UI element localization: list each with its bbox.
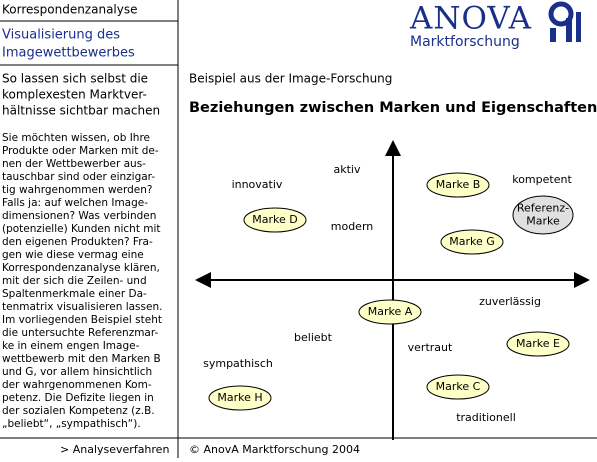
attribute-label: traditionell xyxy=(456,411,516,424)
brand-marker xyxy=(440,229,504,255)
brand-marker xyxy=(506,331,570,357)
attribute-label: sympathisch xyxy=(203,357,273,370)
body-text: Im vorliegenden Beispiel steht xyxy=(2,314,162,326)
body-text: tig wahrgenommen werden? xyxy=(2,184,153,196)
body-text: „beliebt“, „sympathisch“). xyxy=(2,418,141,430)
logo-name: ANOVA xyxy=(409,1,532,37)
body-text: dimensionen? Was verbinden xyxy=(2,210,156,222)
attribute-label: innovativ xyxy=(232,178,283,191)
brand-label: Marke E xyxy=(516,337,560,350)
brand-marker xyxy=(512,195,574,235)
body-text: der wahrgenommenen Kom- xyxy=(2,379,152,391)
body-text: gen wie diese vermag eine xyxy=(2,249,144,261)
brand-marker xyxy=(426,374,490,400)
brand-label: Referenz- xyxy=(517,202,569,215)
attribute-label: aktiv xyxy=(334,163,361,176)
body-text: und G, vor allem hinsichtlich xyxy=(2,366,152,378)
diagram-title: Beziehungen zwischen Marken und Eigensch… xyxy=(189,100,597,116)
lead-text: hältnisse sichtbar machen xyxy=(2,104,160,118)
attribute-label: vertraut xyxy=(408,341,453,354)
title: Imagewettbewerbes xyxy=(2,46,135,61)
body-text: wettbewerb mit den Marken B xyxy=(2,353,161,365)
body-text: (potenzielle) Kunden nicht mit xyxy=(2,223,161,235)
attribute-label: zuverlässig xyxy=(479,295,541,308)
body-text: den eigenen Produkten? Fra- xyxy=(2,236,153,248)
brand-label: Marke xyxy=(526,215,560,228)
brand-label: Marke A xyxy=(368,305,413,318)
body-text: ke in einem engen Image- xyxy=(2,340,140,352)
attribute-label: kompetent xyxy=(512,173,572,186)
diagram-subtitle: Beispiel aus der Image-Forschung xyxy=(189,72,392,86)
brand-marker xyxy=(426,172,490,198)
logo-subtitle: Marktforschung xyxy=(410,34,520,50)
section: Korrespondenzanalyse xyxy=(2,3,138,17)
brand-marker xyxy=(358,299,422,325)
body-text: tenmatrix visualisieren lassen. xyxy=(2,301,162,313)
body-text: der sozialen Kompetenz (z.B. xyxy=(2,405,155,417)
body-text: die untersuchte Referenzmar- xyxy=(2,327,159,339)
brand-label: Marke G xyxy=(449,235,495,248)
attribute-label: modern xyxy=(331,220,374,233)
title: Visualisierung des xyxy=(2,28,120,43)
lead-text: komplexesten Marktver- xyxy=(2,88,147,102)
body-text: Sie möchten wissen, ob Ihre xyxy=(2,132,150,144)
attribute-label: beliebt xyxy=(294,331,333,344)
brand-label: Marke C xyxy=(436,380,481,393)
brand-marker xyxy=(243,207,307,233)
brand-label: Marke H xyxy=(217,391,262,404)
body-text: Produkte oder Marken mit de- xyxy=(2,145,159,157)
body-text: petenz. Die Defizite liegen in xyxy=(2,392,154,404)
nav-link[interactable]: > Analyseverfahren xyxy=(60,443,169,456)
body-text: nen der Wettbewerber aus- xyxy=(2,158,146,170)
brand-label: Marke D xyxy=(252,213,297,226)
body-text: Spaltenmerkmale einer Da- xyxy=(2,288,147,300)
logo-icon xyxy=(548,1,581,42)
lead-text: So lassen sich selbst die xyxy=(2,72,148,86)
brand-label: Marke B xyxy=(436,178,481,191)
body-text: Falls ja: auf welchen Image- xyxy=(2,197,148,209)
body-text: Korrespondenzanalyse klären, xyxy=(2,262,160,274)
copyright: © AnovA Marktforschung 2004 xyxy=(189,443,360,456)
body-text: mit der sich die Zeilen- und xyxy=(2,275,147,287)
body-text: tauschbar sind oder einzigar- xyxy=(2,171,155,183)
brand-marker xyxy=(208,385,272,411)
